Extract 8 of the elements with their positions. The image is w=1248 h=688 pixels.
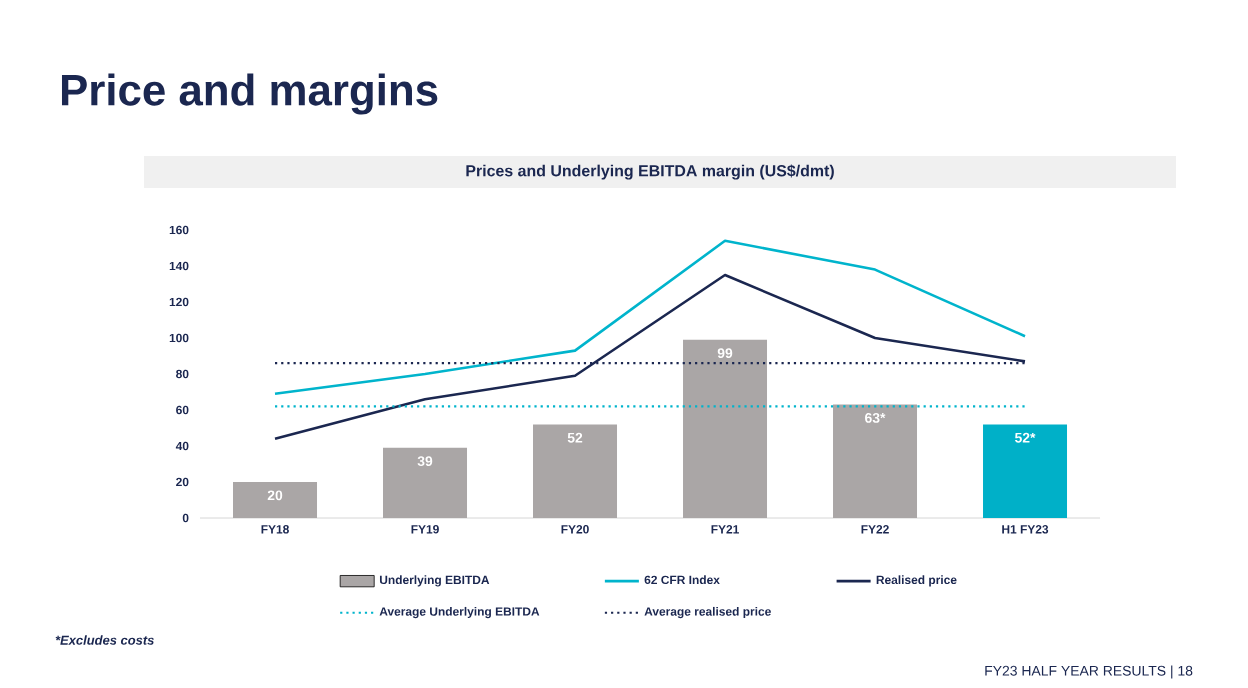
bar	[983, 424, 1068, 518]
bar	[383, 447, 468, 518]
line-series	[273, 239, 1027, 396]
chart-title: Price and margins	[61, 73, 438, 115]
bar	[683, 339, 768, 518]
bar	[833, 404, 918, 518]
bar	[233, 482, 318, 518]
bar	[533, 424, 618, 518]
